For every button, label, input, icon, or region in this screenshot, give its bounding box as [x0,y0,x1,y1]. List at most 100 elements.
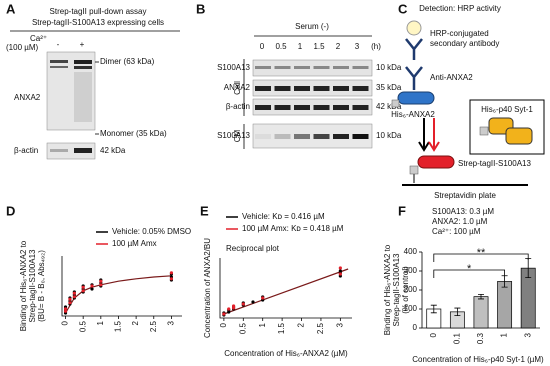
panel-letter: D [6,203,15,218]
point [261,296,265,300]
point [227,307,231,311]
band [333,105,349,110]
point [241,302,245,306]
significance-label: * [467,263,472,275]
band [313,86,330,91]
fit-line [65,275,172,314]
blot [252,98,373,116]
point [338,269,342,273]
lane-label: 0 [260,42,265,51]
band [274,105,291,110]
bar [473,296,489,329]
lane-label: + [80,40,85,49]
y-axis-label: (BU= B - B₀, Abs₄₉₂) [37,250,46,322]
lane-label: - [57,40,60,49]
label: Detection: HRP activity [419,4,501,13]
legend-label: 100 µM Amx [112,239,157,248]
label: His₆-ANXA2 [391,110,435,119]
lane-label: 1 [298,42,303,51]
panel-title: Strep-tagII-S100A13 expressing cells [32,18,164,27]
band-label: 42 kDa [100,146,126,155]
x-tick-label: 1 [500,332,509,337]
significance-bracket [433,253,529,262]
band [333,86,349,91]
annotation: S100A13: 0.3 µM [432,207,494,216]
label: Streptavidin plate [434,191,496,200]
band [255,66,271,69]
point [338,272,342,276]
x-tick-label: 3 [523,332,532,337]
annotation: Reciprocal plot [226,244,280,253]
label: secondary antibody [430,39,499,48]
band [50,60,68,63]
y-tick-label: 300 [404,266,418,275]
band [255,105,271,110]
protein-icon [417,155,455,169]
blot [252,79,373,97]
lane-label: 3 [355,42,360,51]
label: Ca²⁺ [30,34,47,43]
x-tick-label: 1.5 [114,320,123,332]
panel-letter: A [6,1,16,16]
group-label: CM [233,129,242,142]
kda-label: 35 kDa [376,83,402,92]
point [169,271,174,275]
error-bar [430,304,437,314]
x-tick-label: 2.5 [149,320,158,332]
protein-icon [505,127,533,145]
point [169,277,174,281]
band [274,86,291,91]
protein-icon [397,91,435,105]
x-tick-label: 3 [335,322,344,327]
band [255,134,271,139]
legend-label: Vehicle: Kᴅ = 0.416 µM [242,212,325,221]
kda-label: 10 kDa [376,131,402,140]
band [313,105,330,110]
point [63,309,68,313]
x-tick-label: 3 [167,320,176,325]
lane-label: (h) [371,42,381,51]
panel-letter: F [398,203,406,218]
point [338,266,342,270]
label: Strep-tagII-S100A13 [458,159,531,168]
x-tick-label: 0.5 [78,320,87,332]
bar [497,281,513,329]
band [74,148,92,153]
x-tick-label: 0.5 [238,322,247,334]
band-label: Monomer (35 kDa) [100,129,167,138]
blot-label: ANXA2 [14,93,41,102]
band [50,66,68,68]
x-tick-label: 1 [96,320,105,325]
x-axis-label: Concentration of His₆-ANXA2 (µM) [224,349,348,358]
label: Anti-ANXA2 [430,73,473,82]
fit-line [223,268,349,315]
antibody-icon [405,66,423,90]
x-tick-label: 0 [429,332,438,337]
x-tick-label: 1 [258,322,267,327]
x-tick-label: 0 [219,322,228,327]
point [90,287,94,291]
band [255,86,271,91]
legend-label: Vehicle: 0.05% DMSO [112,227,191,236]
group-label: Cell [233,81,242,95]
point [68,297,72,301]
x-axis-label: Concentration of His₆-p40 Syt-1 (µM) [412,355,544,364]
tag-icon [391,99,400,108]
row-label: S100A13 [217,63,250,72]
x-tick-label: 2 [297,322,306,327]
point [81,285,85,289]
y-tick-label: 400 [404,247,418,256]
arrow [428,118,440,152]
band [274,134,291,139]
band [333,66,349,69]
annotation: ANXA2: 1.0 µM [432,217,488,226]
x-tick-label: 1.5 [277,322,286,334]
point [72,291,76,295]
y-axis-label: Binding of His₆-ANXA2 to [19,240,28,331]
kda-label: 42 kDa [376,102,402,111]
band [274,66,291,69]
panel-title: Strep-tagII pull-down assay [50,7,147,16]
error-bar [478,293,484,300]
band [50,149,68,152]
